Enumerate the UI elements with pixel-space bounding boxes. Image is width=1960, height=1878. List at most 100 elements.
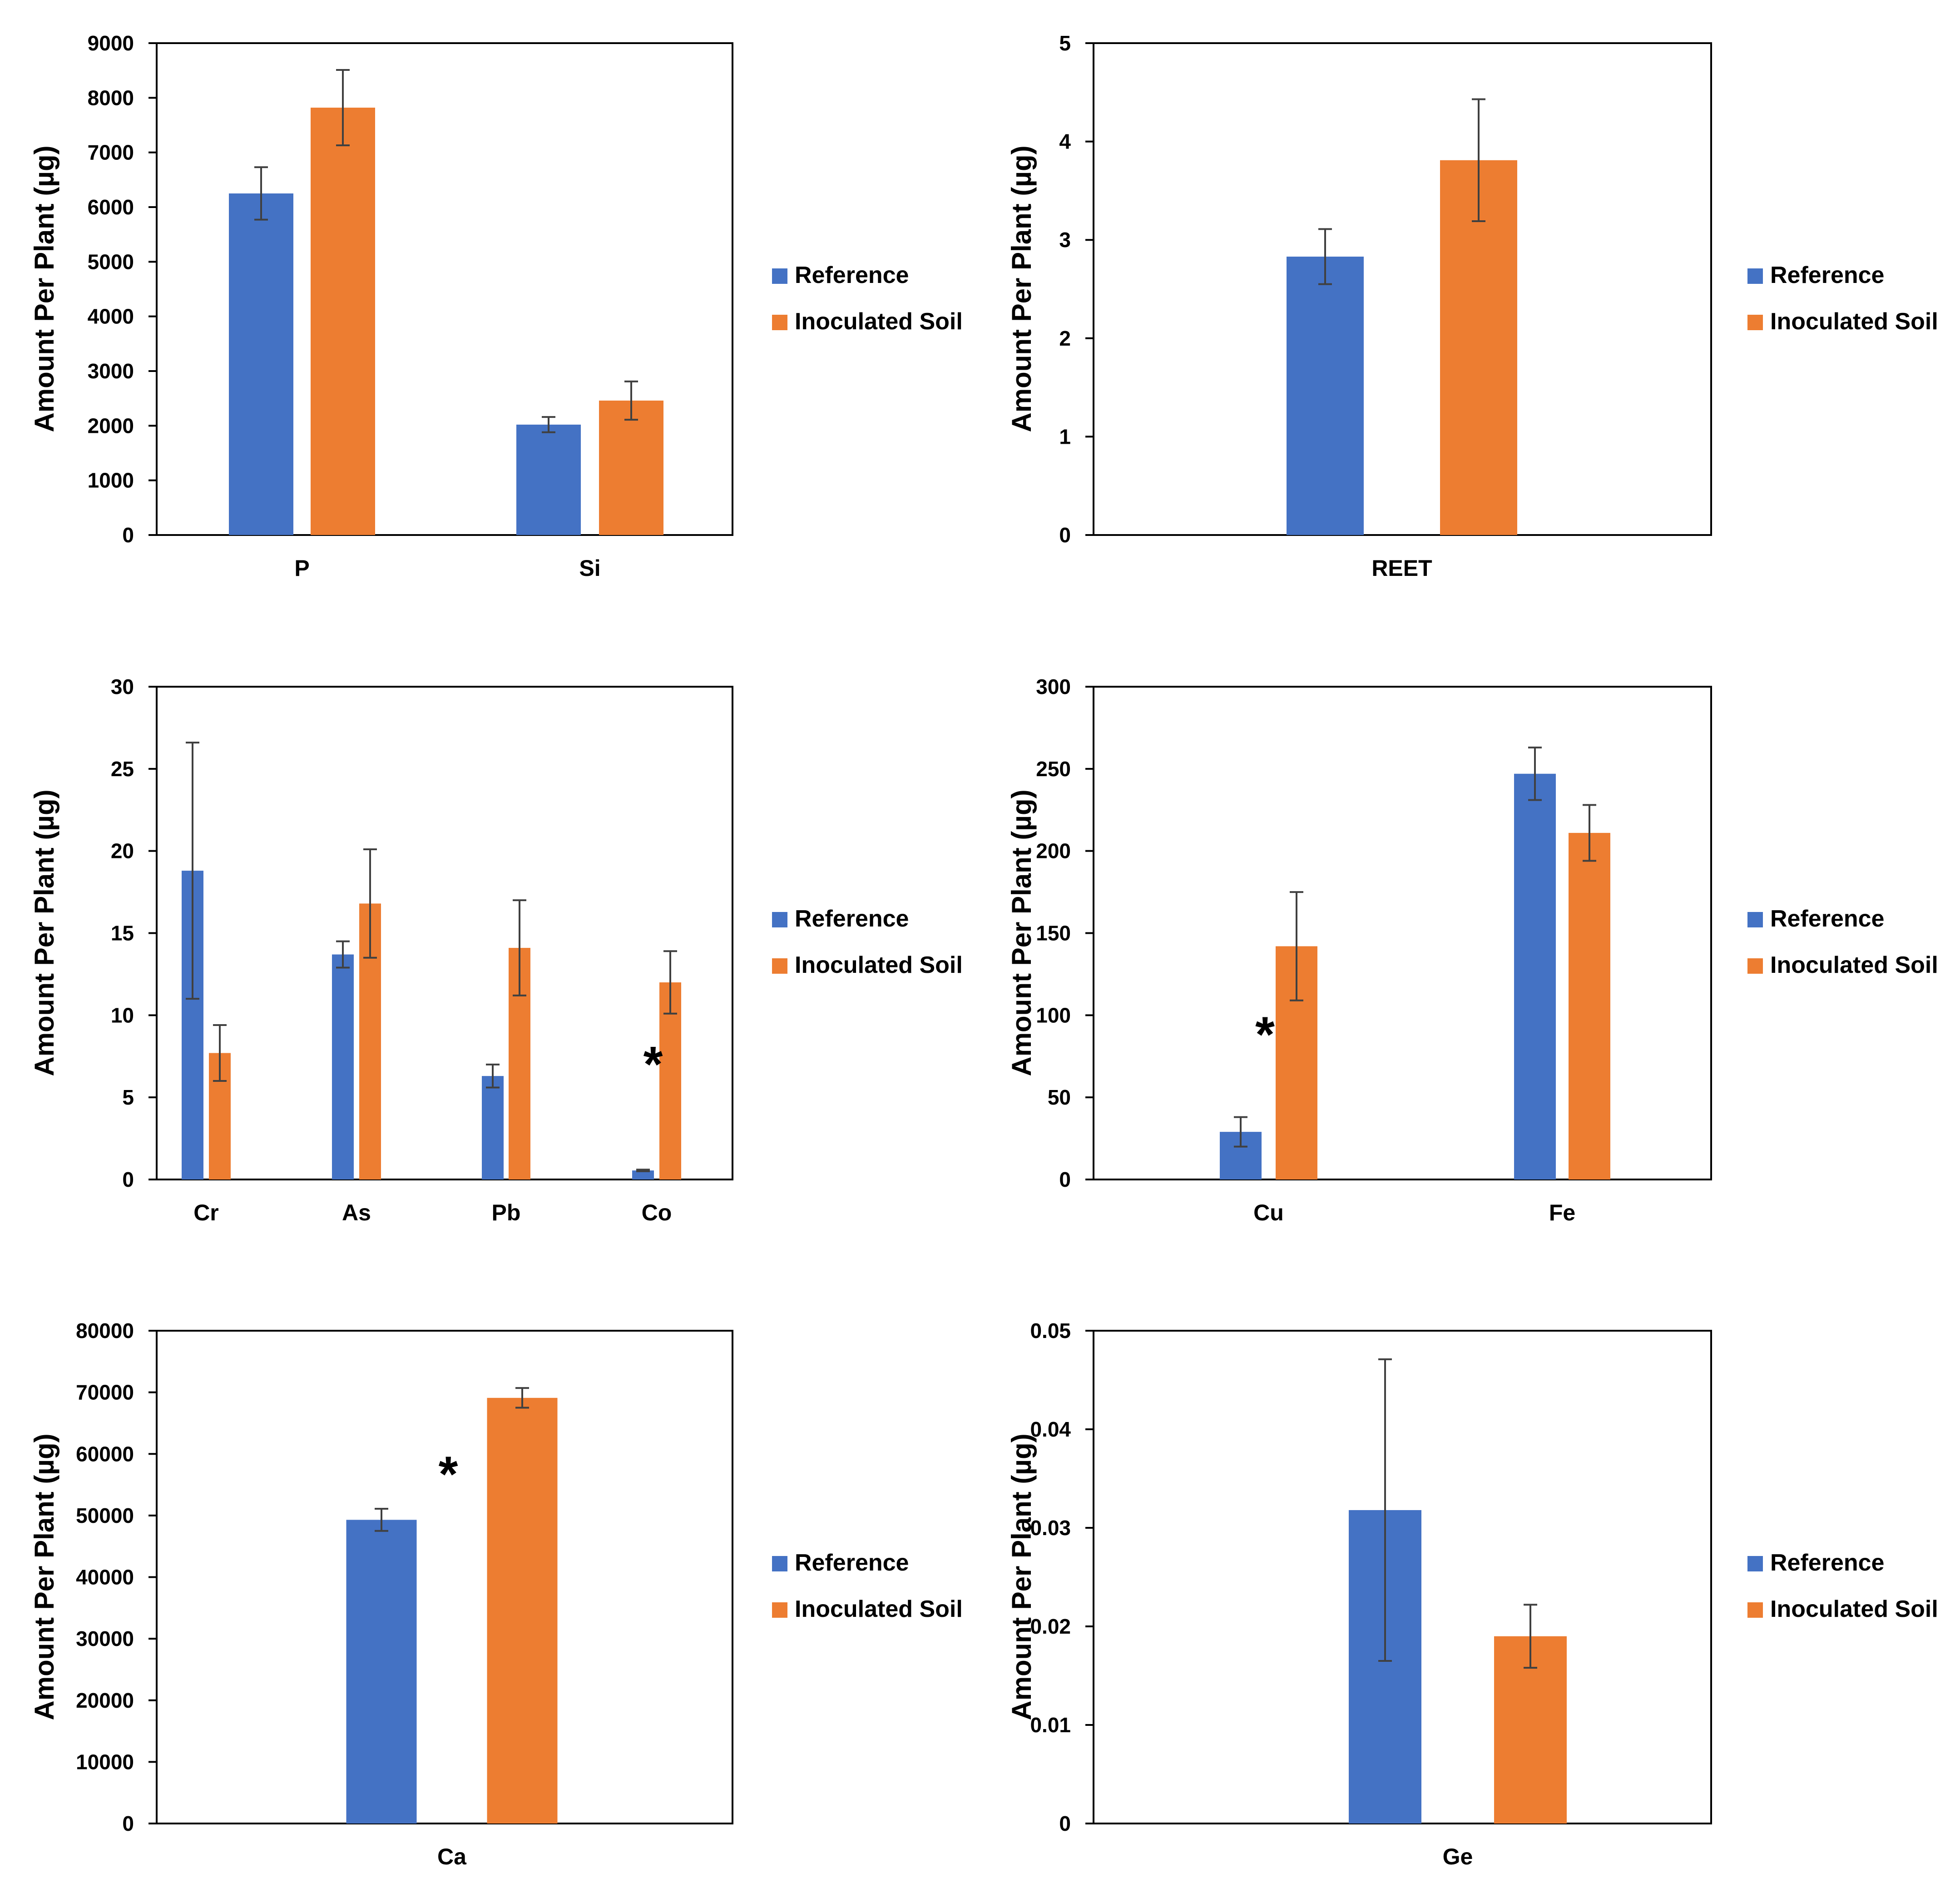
legend: Reference Inoculated Soil [772,906,963,978]
legend-swatch-inoculated [772,315,787,330]
legend-label-inoculated: Inoculated Soil [1770,1596,1938,1622]
y-tick-label: 150 [1036,922,1071,945]
x-category-label: Cr [193,1200,219,1225]
y-tick-label: 40000 [76,1566,134,1589]
y-tick-label: 0 [122,1168,134,1191]
legend-label-inoculated: Inoculated Soil [795,1596,963,1622]
chart-panel-5: 0 10000 20000 30000 40000 50000 60000 70000 8000… [29,1319,963,1869]
legend-label-reference: Reference [1770,262,1884,288]
y-tick-label: 70000 [76,1381,134,1404]
y-tick-label: 100 [1036,1003,1071,1027]
y-tick-label: 300 [1036,675,1071,699]
legend-swatch-reference [1747,1556,1763,1571]
y-tick-label: 0 [1059,1812,1071,1835]
legend: Reference Inoculated Soil [772,1550,963,1622]
y-tick-label: 20 [111,839,134,863]
y-tick-label: 60000 [76,1442,134,1466]
legend-label-inoculated: Inoculated Soil [795,952,963,978]
legend-label-reference: Reference [795,262,909,288]
bar-reference-p [229,193,293,535]
y-tick-label: 5 [1059,31,1071,55]
plot-area-border [1093,686,1712,1180]
bar-reference-reet [1287,257,1364,535]
x-category-label: Fe [1549,1200,1575,1225]
y-axis-label: Amount Per Plant (µg) [29,789,59,1076]
y-tick-label: 8000 [88,86,134,109]
chart-panel-4: 0 50 100 150 200 250 300 Amount Per Plant (µg) C… [1006,675,1938,1225]
y-tick-label: 15 [111,922,134,945]
y-tick-label: 0.05 [1030,1319,1071,1343]
y-tick-label: 0.02 [1030,1615,1071,1638]
bar-reference-si [516,424,581,535]
legend: Reference Inoculated Soil [1747,906,1938,978]
plot-area-border [156,686,733,1180]
y-tick-label: 1000 [88,469,134,492]
x-category-label: Si [579,555,600,581]
bar-reference-fe [1514,773,1556,1179]
legend: Reference Inoculated Soil [1747,1550,1938,1622]
legend-label-inoculated: Inoculated Soil [1770,952,1938,978]
y-axis-label: Amount Per Plant (µg) [1006,789,1037,1076]
bar-inoculated-fe [1569,832,1610,1179]
x-category-label: REET [1371,555,1432,581]
chart-panel-1: 0 1000 2000 3000 4000 5000 6000 7000 8000 9000 Amo… [29,31,963,581]
y-tick-label: 30000 [76,1627,134,1650]
y-axis-label: Amount Per Plant (µg) [1006,145,1037,432]
legend-swatch-reference [772,1556,787,1571]
bar-reference-co [632,1170,654,1179]
x-category-label: As [342,1200,371,1225]
bar-reference-pb [482,1076,504,1179]
y-tick-label: 5 [122,1085,134,1109]
legend-swatch-inoculated [1747,958,1763,974]
y-tick-label: 10000 [76,1750,134,1774]
y-tick-label: 7000 [88,141,134,164]
legend: Reference Inoculated Soil [772,262,963,335]
chart-panel-6: 0 0.01 0.02 0.03 0.04 0.05 Amount Per Plant (µ… [1006,1319,1938,1869]
y-tick-label: 3000 [88,359,134,383]
y-tick-label: 10 [111,1003,134,1027]
y-tick-label: 5000 [88,250,134,273]
significance-asterisk: * [439,1446,458,1502]
legend-swatch-inoculated [772,958,787,974]
y-tick-label: 9000 [88,31,134,55]
y-tick-label: 20000 [76,1689,134,1712]
y-tick-label: 0.04 [1030,1417,1071,1441]
legend-label-reference: Reference [795,906,909,932]
y-tick-label: 1 [1059,425,1071,448]
y-tick-label: 0 [122,1812,134,1835]
x-category-label: Ca [437,1844,467,1869]
significance-asterisk: * [1255,1007,1275,1063]
y-tick-label: 30 [111,675,134,699]
y-tick-label: 2000 [88,414,134,437]
bar-inoculated-p [311,107,375,535]
y-tick-label: 50000 [76,1504,134,1527]
x-category-label: Ge [1443,1844,1473,1869]
legend-swatch-reference [1747,912,1763,927]
y-tick-label: 0.01 [1030,1713,1071,1737]
y-tick-label: 3 [1059,228,1071,252]
bar-inoculated-si [599,400,663,535]
y-tick-label: 0 [1059,1168,1071,1191]
legend: Reference Inoculated Soil [1747,262,1938,335]
y-tick-label: 250 [1036,757,1071,781]
legend-label-reference: Reference [1770,1550,1884,1576]
x-category-label: Pb [492,1200,521,1225]
bar-inoculated-reet [1440,160,1517,535]
bar-inoculated-co [659,982,681,1179]
chart-panel-2: 0 1 2 3 4 5 Amount Per Plant (µg) REET Reference… [1006,31,1938,581]
x-category-label: P [294,555,309,581]
legend-swatch-inoculated [1747,315,1763,330]
x-category-label: Co [642,1200,672,1225]
y-tick-label: 4 [1059,130,1071,154]
y-axis-label: Amount Per Plant (µg) [1006,1433,1037,1720]
legend-swatch-reference [772,268,787,284]
legend-label-reference: Reference [795,1550,909,1576]
x-category-label: Cu [1253,1200,1284,1225]
y-axis-label: Amount Per Plant (µg) [29,145,59,432]
plot-area-border [156,1330,733,1824]
significance-asterisk: * [643,1036,663,1092]
legend-label-inoculated: Inoculated Soil [795,308,963,335]
legend-label-reference: Reference [1770,906,1884,932]
y-tick-label: 0 [122,523,134,547]
y-tick-label: 0.03 [1030,1516,1071,1540]
